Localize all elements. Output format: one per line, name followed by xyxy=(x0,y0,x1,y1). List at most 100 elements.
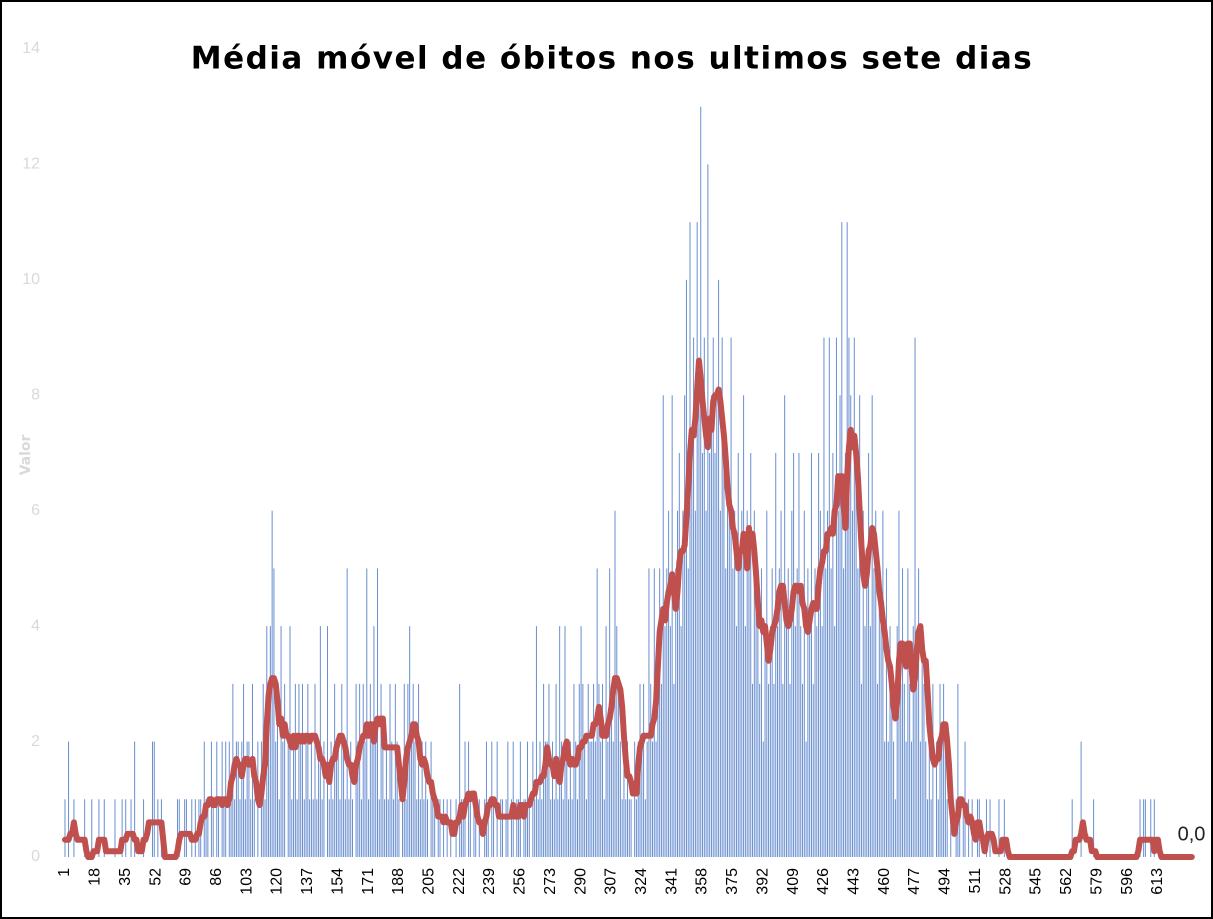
x-tick-label: 409 xyxy=(785,868,802,895)
bar xyxy=(860,683,862,857)
bar xyxy=(350,741,352,857)
bar xyxy=(552,741,554,857)
bar xyxy=(635,799,637,857)
bar xyxy=(864,626,866,857)
bar xyxy=(459,683,461,857)
bar xyxy=(935,741,937,857)
y-tick-label: 12 xyxy=(22,156,40,173)
bar xyxy=(766,510,768,857)
bar xyxy=(523,799,525,857)
bar xyxy=(241,741,243,857)
bar xyxy=(493,799,495,857)
bar xyxy=(335,741,337,857)
bar xyxy=(460,799,462,857)
x-tick-label: 52 xyxy=(147,868,164,886)
bar xyxy=(873,568,875,857)
bar xyxy=(812,683,814,857)
bar xyxy=(439,799,441,857)
bar xyxy=(430,741,432,857)
bar xyxy=(891,683,893,857)
bar xyxy=(414,741,416,857)
bar xyxy=(309,799,311,857)
bar xyxy=(748,568,750,857)
bar xyxy=(598,683,600,857)
bar xyxy=(423,799,425,857)
bar xyxy=(573,683,575,857)
y-tick-label: 8 xyxy=(31,387,40,404)
bar xyxy=(893,741,895,857)
bar xyxy=(698,395,700,857)
bar xyxy=(432,799,434,857)
bar xyxy=(284,683,286,857)
bar xyxy=(610,683,612,857)
x-tick-label: 477 xyxy=(906,868,923,895)
bar xyxy=(425,741,427,857)
bar xyxy=(760,568,762,857)
x-tick-label: 103 xyxy=(238,868,255,895)
bar xyxy=(634,741,636,857)
bar xyxy=(827,510,829,857)
bar xyxy=(346,568,348,857)
bar xyxy=(550,799,552,857)
bar xyxy=(566,741,568,857)
x-tick-label: 154 xyxy=(329,868,346,895)
bar xyxy=(577,799,579,857)
bar xyxy=(348,799,350,857)
bar xyxy=(957,683,959,857)
bar xyxy=(412,683,414,857)
x-tick-label: 545 xyxy=(1028,868,1045,895)
bar xyxy=(921,626,923,857)
bar xyxy=(391,741,393,857)
bar xyxy=(419,799,421,857)
bar xyxy=(946,799,948,857)
bar xyxy=(925,741,927,857)
bar xyxy=(809,626,811,857)
bar xyxy=(644,799,646,857)
bar xyxy=(507,741,509,857)
bar xyxy=(305,741,307,857)
bar xyxy=(571,799,573,857)
y-tick-label: 10 xyxy=(22,271,40,288)
bar xyxy=(910,741,912,857)
x-tick-label: 579 xyxy=(1088,868,1105,895)
bar xyxy=(396,741,398,857)
bar xyxy=(705,510,707,857)
bar xyxy=(882,510,884,857)
bar xyxy=(276,683,278,857)
bar xyxy=(727,453,729,857)
bar xyxy=(273,568,275,857)
bar xyxy=(375,741,377,857)
bar xyxy=(230,799,232,857)
bar xyxy=(903,683,905,857)
bar xyxy=(366,568,368,857)
bar xyxy=(794,626,796,857)
bar xyxy=(500,799,502,857)
bar xyxy=(777,626,779,857)
bar xyxy=(787,568,789,857)
bar xyxy=(575,741,577,857)
bar xyxy=(680,626,682,857)
bar xyxy=(278,799,280,857)
bar xyxy=(339,799,341,857)
bar xyxy=(364,741,366,857)
bar xyxy=(930,799,932,857)
bar xyxy=(985,799,987,857)
bar xyxy=(416,799,418,857)
bar xyxy=(832,453,834,857)
bar xyxy=(235,741,237,857)
bar xyxy=(528,799,530,857)
chart-title: Média móvel de óbitos nos ultimos sete d… xyxy=(191,41,1034,77)
x-tick-label: 375 xyxy=(724,868,741,895)
bar xyxy=(830,568,832,857)
bar xyxy=(527,741,529,857)
bar xyxy=(643,683,645,857)
bar xyxy=(389,683,391,857)
bar xyxy=(762,741,764,857)
bar xyxy=(344,799,346,857)
bar xyxy=(341,683,343,857)
bar xyxy=(664,626,666,857)
bar xyxy=(703,337,705,858)
bar xyxy=(380,683,382,857)
bar xyxy=(176,799,178,857)
